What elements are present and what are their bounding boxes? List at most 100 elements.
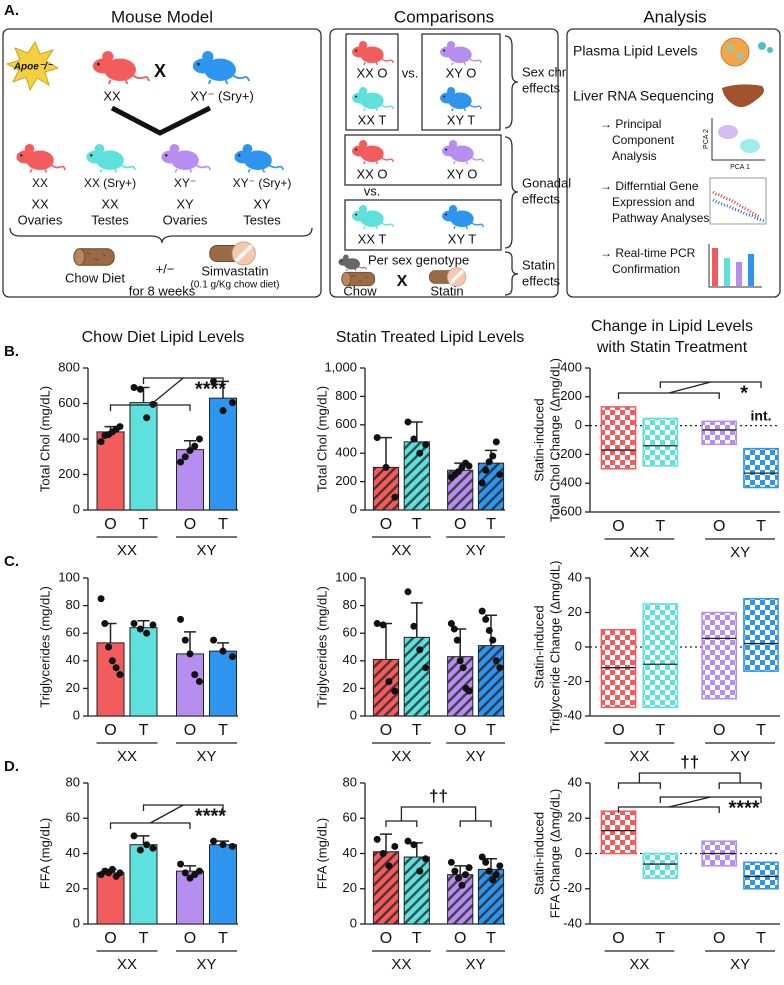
panel-label: A.: [4, 2, 19, 19]
brace: [504, 35, 519, 129]
group-label: XX: [391, 748, 411, 765]
data-point: [219, 407, 227, 415]
y-tick-label: 400: [335, 445, 357, 460]
data-point: [447, 620, 455, 628]
group-box: [345, 33, 399, 131]
chart-title: Chow Diet Lipid Levels: [82, 329, 245, 346]
data-point: [404, 837, 412, 845]
data-point: [373, 835, 381, 843]
error-bar: [380, 622, 392, 660]
dose-label: (0.1 g/Kg chow diet): [191, 280, 280, 291]
group-box: [344, 134, 502, 186]
data-point: [191, 671, 199, 679]
bracket: [149, 804, 184, 824]
error-bar: [410, 602, 423, 638]
data-point: [496, 471, 504, 478]
x-tick-label: T: [756, 930, 766, 947]
y-tick-label: 60: [343, 625, 357, 640]
mini-bar: [712, 248, 718, 286]
y-tick-label: 0: [350, 915, 357, 930]
section-title: Mouse Model: [111, 7, 213, 26]
y-tick-label: 600: [335, 416, 357, 431]
y-tick-label: 0: [73, 501, 80, 516]
chart-title: Change in Lipid Levels: [591, 318, 753, 335]
x-tick-label: T: [412, 722, 422, 739]
x-tick-label: O: [713, 518, 725, 535]
y-tick-label: 60: [66, 625, 80, 640]
cross-symbol: X: [154, 61, 166, 81]
data-point: [97, 595, 105, 603]
data-point: [478, 607, 486, 615]
data-point: [456, 657, 464, 665]
mini-bar: [748, 254, 754, 286]
data-point: [496, 664, 504, 672]
data-point: [385, 862, 393, 870]
x-tick-label: O: [612, 722, 624, 739]
data-point: [492, 438, 500, 446]
data-point: [210, 837, 218, 845]
mouse-icon: [15, 143, 66, 174]
data-point: [385, 678, 393, 685]
mouse-icon: [351, 40, 394, 66]
data-point: [489, 452, 497, 460]
brace: [504, 136, 519, 249]
data-point: [478, 853, 486, 861]
group-label: XY O: [447, 166, 478, 181]
section-box: [329, 28, 559, 298]
data-point: [210, 636, 218, 644]
x-tick-label: T: [139, 516, 149, 533]
y-tick-label: -20: [563, 673, 582, 688]
data-point: [143, 841, 151, 849]
range-box: [701, 420, 738, 446]
group-label: XY: [730, 544, 750, 561]
mouse-icon: [91, 50, 150, 85]
analysis-step: → Real-time PCR: [600, 246, 696, 260]
cross-arrow: [110, 105, 212, 136]
data-point: [453, 636, 461, 644]
bar: [209, 844, 237, 925]
significance: *: [740, 382, 748, 404]
data-point: [97, 438, 105, 446]
error-bar: [485, 858, 497, 870]
x-tick-label: O: [104, 516, 116, 533]
x-tick-label: T: [655, 722, 665, 739]
data-point: [485, 867, 493, 875]
x-tick-label: O: [184, 516, 196, 533]
analysis-item: Liver RNA Sequencing: [573, 88, 714, 104]
data-point: [177, 458, 185, 466]
effect-label: Statin: [522, 257, 555, 272]
group-label: XY: [730, 956, 750, 973]
x-tick-label: O: [104, 722, 116, 739]
error-bar: [184, 631, 196, 654]
range-box: [701, 611, 738, 700]
range-box: [743, 861, 779, 890]
y-tick-label: 600: [58, 395, 80, 410]
diet-label: Statin: [430, 283, 463, 298]
y-tick-label: 80: [343, 597, 357, 612]
mouse-icon: [160, 143, 211, 174]
data-point: [496, 862, 504, 870]
bracket: [668, 381, 711, 394]
x-tick-label: T: [218, 516, 228, 533]
y-tick-label: -20: [563, 880, 582, 895]
data-point: [416, 867, 424, 875]
y-tick-label: 0: [73, 707, 80, 722]
y-axis-label: Statin-induced: [531, 605, 546, 688]
offspring-label: XX: [32, 176, 48, 190]
error-bar: [137, 620, 150, 628]
bar: [447, 874, 474, 925]
y-tick-label: 0: [575, 417, 582, 432]
data-point: [450, 625, 458, 633]
x-tick-label: T: [139, 930, 149, 947]
data-point: [210, 377, 218, 385]
y-tick-label: 20: [66, 680, 80, 695]
mini-frame: [709, 177, 767, 225]
x-tick-label: O: [612, 518, 624, 535]
x-tick-label: T: [139, 722, 149, 739]
group-label: XX: [391, 542, 411, 559]
lipid-icon: [720, 37, 750, 67]
y-tick-label: -600: [556, 503, 582, 518]
x-tick-label: O: [454, 516, 466, 533]
x-tick-label: O: [184, 930, 196, 947]
x-tick-label: T: [655, 930, 665, 947]
